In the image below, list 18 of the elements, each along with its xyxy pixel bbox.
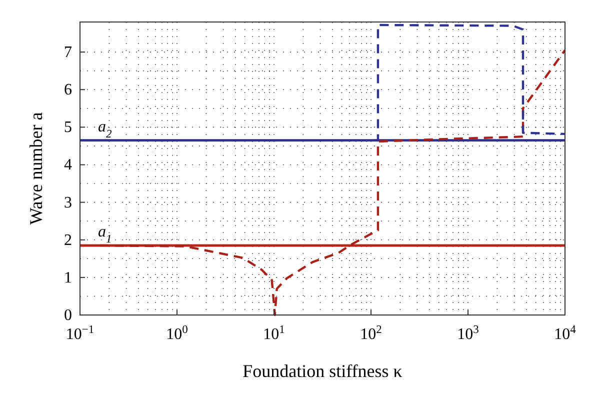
ref-line-label: a$_{2}$ — [98, 118, 112, 140]
y-axis-title: Wave number a — [26, 112, 46, 225]
x-tick-label: 10$^{4}$ — [554, 324, 576, 343]
x-axis-title: Foundation stiffness κ — [242, 361, 402, 381]
y-tick-label: 1 — [64, 269, 72, 286]
x-tick-label: 10$^{1}$ — [263, 324, 286, 343]
y-tick-label: 4 — [64, 156, 72, 174]
x-tick-label: 10$^{−1}$ — [66, 324, 94, 343]
ref-line-label: a$_{1}$ — [98, 224, 112, 246]
y-tick-label: 3 — [64, 194, 72, 212]
x-tick-label: 10$^{2}$ — [360, 324, 382, 343]
y-tick-label: 7 — [64, 44, 72, 62]
x-tick-label: 10$^{0}$ — [166, 324, 188, 343]
y-tick-label: 6 — [64, 82, 72, 99]
y-tick-label: 5 — [64, 119, 72, 136]
y-tick-label: 2 — [64, 232, 72, 249]
x-tick-label: 10$^{3}$ — [457, 324, 480, 343]
y-tick-label: 0 — [64, 307, 72, 324]
